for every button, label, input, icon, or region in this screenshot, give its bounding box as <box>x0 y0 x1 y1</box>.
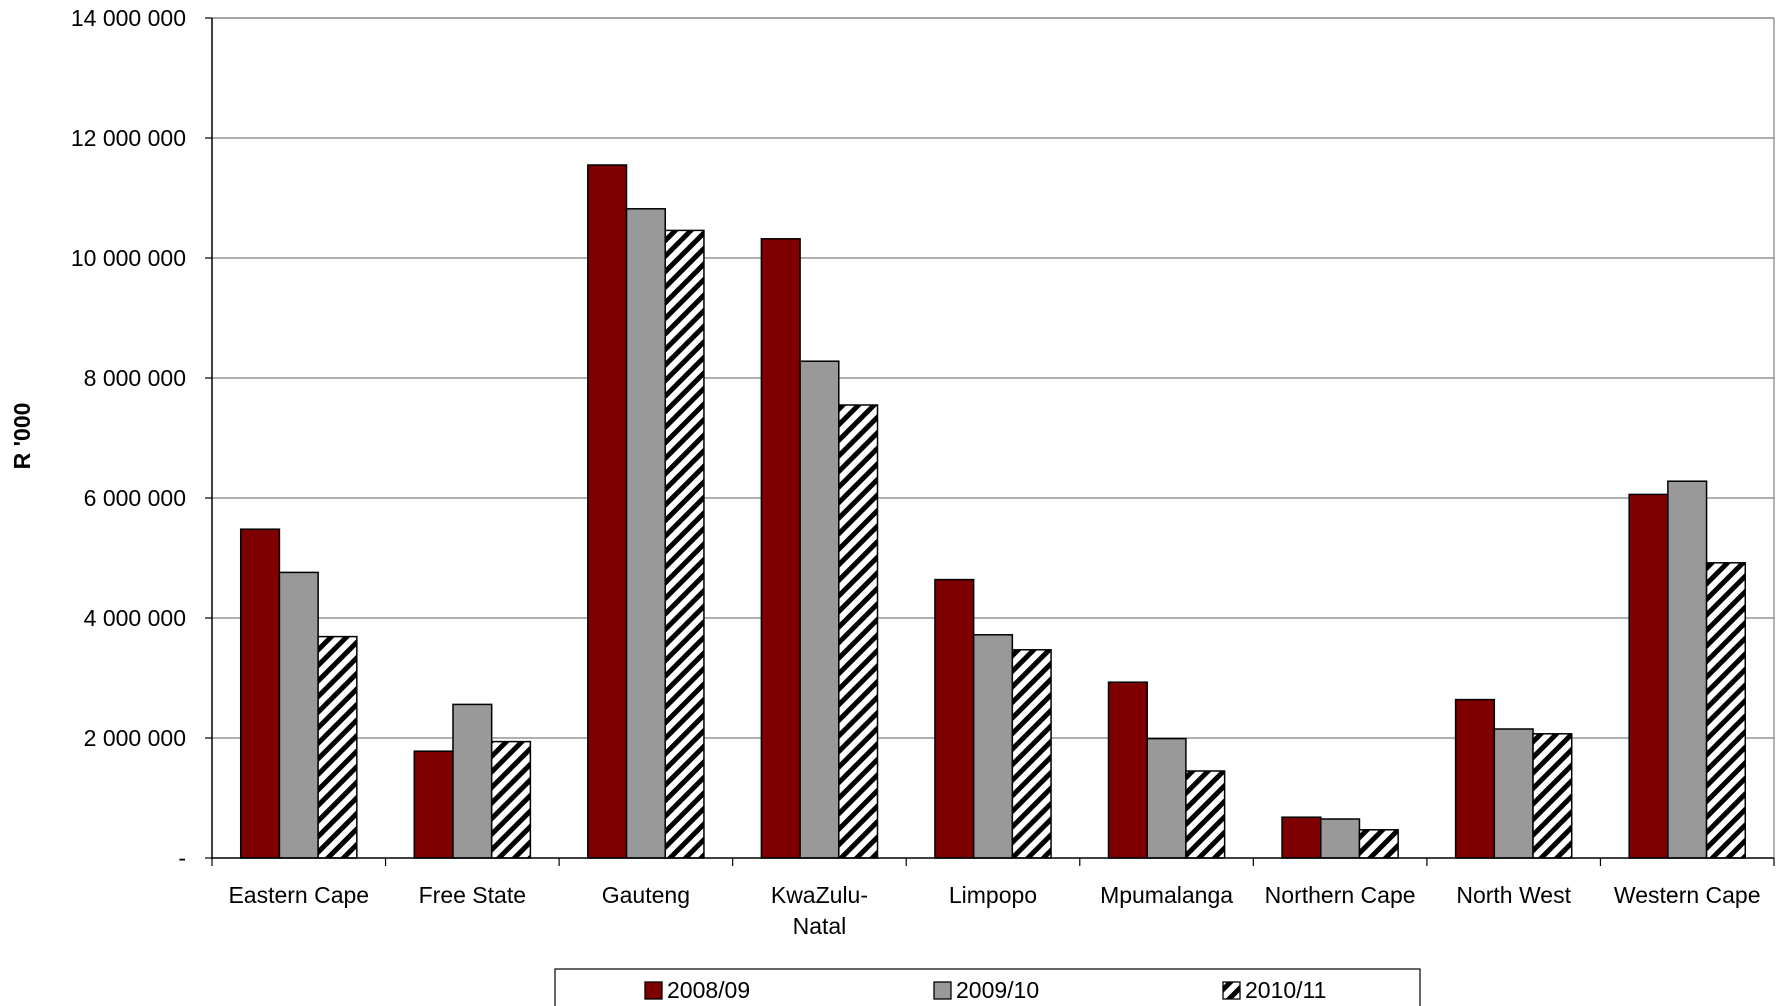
x-tick-label: Limpopo <box>949 882 1037 908</box>
bar-2009-10 <box>1320 818 1361 859</box>
y-tick-label: 8 000 000 <box>84 365 186 391</box>
bar-2008-09 <box>934 578 975 859</box>
bar-2009-10 <box>625 208 666 859</box>
bar-2010-11 <box>1532 733 1573 859</box>
bar-2008-09 <box>1281 816 1322 859</box>
legend-label: 2009/10 <box>956 977 1039 1003</box>
bar-2010-11 <box>838 404 879 859</box>
bar-2008-09 <box>760 238 801 859</box>
bars <box>239 164 1747 859</box>
bar-2010-11 <box>1358 829 1399 859</box>
x-tick-label: KwaZulu- <box>771 882 868 908</box>
bar-2008-09 <box>1454 698 1496 859</box>
bar-2010-11 <box>490 740 532 859</box>
bar-2010-11 <box>1011 649 1052 859</box>
legend-label: 2008/09 <box>667 977 750 1003</box>
bar-2008-09 <box>587 164 628 859</box>
legend-swatch <box>1222 981 1241 1000</box>
y-tick-label: - <box>178 845 186 871</box>
y-tick-label: 4 000 000 <box>84 605 186 631</box>
legend-swatch <box>644 981 663 1000</box>
bar-2008-09 <box>239 528 281 859</box>
bar-2009-10 <box>1667 480 1708 859</box>
x-tick-label: Free State <box>419 882 526 908</box>
x-tick-label: Natal <box>793 913 847 939</box>
legend: 2008/09 2009/10 2010/11 <box>554 968 1421 1006</box>
legend-box <box>554 968 1421 1006</box>
x-tick-labels: Eastern Cape Free State Gauteng KwaZulu- Nat… <box>228 882 1760 939</box>
x-tick-label: Eastern Cape <box>228 882 369 908</box>
y-tick-label: 10 000 000 <box>71 245 186 271</box>
y-axis-label: R '000 <box>9 403 35 470</box>
x-tick-label: North West <box>1456 882 1571 908</box>
bar-2009-10 <box>1493 728 1534 859</box>
bar-2009-10 <box>452 703 493 859</box>
x-tick-label: Gauteng <box>602 882 690 908</box>
bar-2010-11 <box>317 635 358 859</box>
bar-2008-09 <box>1628 493 1669 859</box>
bar-2008-09 <box>413 750 454 859</box>
gridlines <box>212 17 1774 739</box>
bar-2009-10 <box>278 571 319 859</box>
y-tick-label: 2 000 000 <box>84 725 186 751</box>
axes <box>205 17 1775 866</box>
y-tick-label: 12 000 000 <box>71 125 186 151</box>
bar-2008-09 <box>1107 681 1148 859</box>
x-tick-label: Mpumalanga <box>1100 882 1233 908</box>
x-tick-label: Northern Cape <box>1265 882 1416 908</box>
bar-2010-11 <box>1185 770 1226 859</box>
legend-swatch <box>933 981 952 1000</box>
bar-2009-10 <box>1146 737 1187 859</box>
y-tick-labels: - 2 000 000 4 000 000 6 000 000 8 000 000 10 … <box>71 5 186 871</box>
bar-2009-10 <box>799 360 840 859</box>
bar-2010-11 <box>1705 562 1747 859</box>
bar-2010-11 <box>664 229 705 859</box>
bar-2009-10 <box>972 634 1014 859</box>
x-tick-label: Western Cape <box>1614 882 1761 908</box>
y-tick-label: 14 000 000 <box>71 5 186 31</box>
y-tick-label: 6 000 000 <box>84 485 186 511</box>
legend-label: 2010/11 <box>1245 977 1326 1003</box>
